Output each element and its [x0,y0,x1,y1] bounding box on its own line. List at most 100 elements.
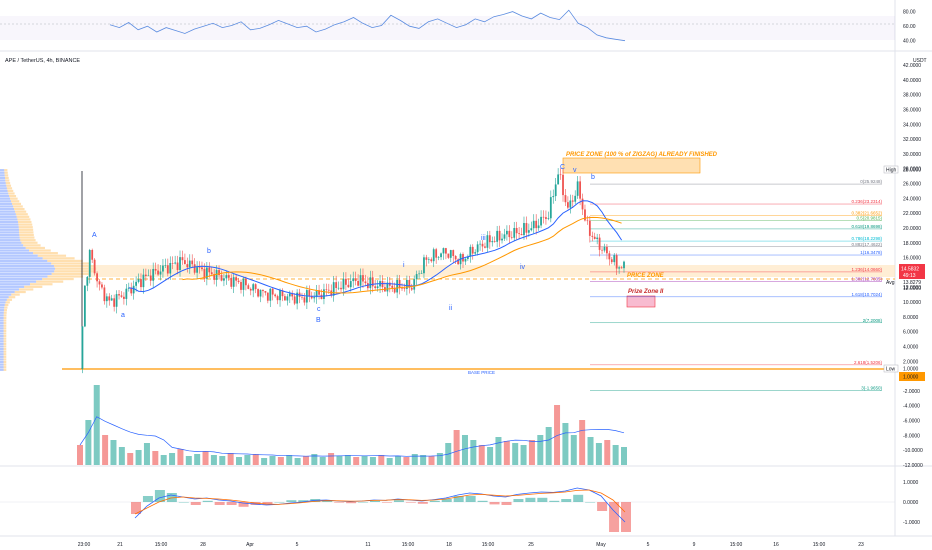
vp-bar-orange [12,202,22,205]
candle-body-220 [615,255,618,269]
candle-body-222 [620,267,623,269]
candle-body-79 [271,288,274,295]
time-label-16: 15:00 [813,542,826,548]
candle-body-147 [437,257,440,258]
candle-body-85 [286,296,289,301]
candle-body-34 [162,265,164,272]
candle-body-193 [549,197,552,219]
candle-body-104 [332,282,335,296]
vp-bar-blue [0,257,43,260]
candle-body-76 [264,291,267,293]
vp-bar-orange [3,368,7,371]
candle-body-178 [513,227,516,238]
candle-body-80 [274,294,277,297]
vp-bar-orange [4,169,8,172]
price-pane[interactable]: BASE PRICE PRICE ZONE (100 % of ZIGZAG) … [62,152,895,391]
rsi-pane[interactable] [0,9,895,42]
candle-body-200 [566,202,569,208]
candle-body-176 [508,230,511,238]
time-axis[interactable]: 23:00 21 15:00 28 Apr 5 11 15:00 18 15:00 25 May 5 9 1… [78,542,864,548]
candle-body-155 [457,259,460,265]
price-axis[interactable]: USDT 42.0000 40.0000 38.0000 36.0000 34.0000… [903,58,927,469]
price-tick-6: 30.0000 [903,152,921,158]
vp-bar-orange [3,309,7,312]
vp-bar-orange [11,293,20,296]
vp-bar-orange [3,332,7,335]
volume-bar-65 [621,447,627,465]
candle-body-152 [449,250,452,258]
macd-pane[interactable] [0,487,895,532]
vp-bar-orange [18,228,34,231]
vp-bar-blue [0,223,19,226]
vp-bar-blue [0,275,48,278]
macd-hist-bar-2 [154,490,165,502]
wave-label-iii: iii [481,235,486,242]
volume-bar-9 [152,451,159,465]
candle-body-174 [503,234,506,239]
macd-hist-bar-11 [262,502,273,505]
volume-bar-7 [135,450,142,465]
vp-bar-blue [0,319,4,322]
candle-body-98 [318,290,320,295]
macd-hist-bar-41 [621,502,631,532]
volume-bar-45 [453,430,460,465]
candle-body-64 [235,277,238,281]
vp-bar-blue [0,306,5,309]
vp-bar-orange [3,329,7,333]
vp-bar-blue [0,184,7,187]
fib-label-3: 0.5(20.9815) [856,216,882,221]
vp-bar-orange [29,249,51,252]
candle-body-3 [86,276,89,286]
volume-bar-49 [487,447,494,465]
volume-bar-29 [319,457,326,465]
candle-body-181 [520,234,523,236]
vp-bar-orange [14,207,25,211]
vp-bar-blue [0,197,11,200]
vp-bar-orange [20,239,36,242]
vp-bar-blue [0,335,4,338]
fib-label-10: 1.618(10.7024) [851,292,882,297]
vp-bar-orange [3,363,7,366]
candle-body-142 [425,257,428,260]
candle-body-109 [345,278,347,285]
candle-body-77 [266,292,269,301]
candle-body-128 [391,285,394,288]
macd-hist-bar-19 [358,502,369,503]
vp-bar-orange [3,314,7,317]
candle-body-196 [557,174,560,185]
volume-bar-47 [470,440,477,465]
vp-bar-orange [10,197,18,200]
macd-hist-bar-4 [178,502,189,503]
candle-body-203 [574,195,577,202]
vp-bar-orange [9,195,17,198]
vp-bar-blue [0,215,17,218]
vp-bar-blue [0,332,4,335]
candle-body-136 [410,287,413,290]
volume-bar-36 [378,455,385,465]
vp-bar-blue [0,296,9,299]
candle-body-211 [593,236,596,239]
candle-body-150 [445,248,447,254]
time-label-10: 25 [528,542,534,548]
price-tick-10: 22.0000 [903,211,921,217]
candle-body-89 [296,292,299,304]
vp-bar-orange [24,285,43,288]
prize-zone-2-label: Prize Zone II [628,289,664,295]
macd-hist-bar-38 [585,502,596,503]
vp-bar-blue [0,293,12,296]
vp-bar-blue [0,303,5,307]
candle-body-106 [337,287,340,289]
fib-label-0: 0(25.9248) [860,179,882,184]
vp-bar-blue [0,363,4,366]
candle-body-166 [484,246,486,248]
vp-bar-blue [0,311,4,314]
twelve-tick: 12.0000 [903,286,921,292]
candle-body-172 [498,230,501,241]
vp-bar-blue [0,176,5,180]
volume-bar-57 [554,405,561,465]
price-tick-13: 16.0000 [903,256,921,262]
volume-bar-64 [612,445,619,465]
vp-bar-blue [0,262,52,265]
macd-hist-bar-6 [202,500,213,502]
